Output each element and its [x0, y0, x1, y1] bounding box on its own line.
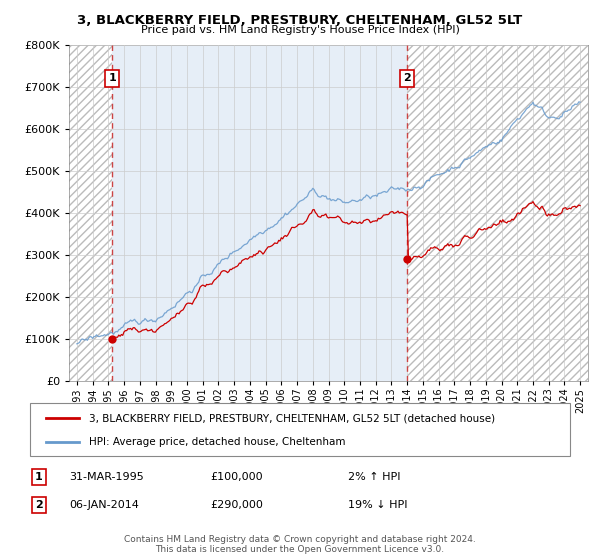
Text: HPI: Average price, detached house, Cheltenham: HPI: Average price, detached house, Chel…	[89, 436, 346, 446]
Text: 3, BLACKBERRY FIELD, PRESTBURY, CHELTENHAM, GL52 5LT: 3, BLACKBERRY FIELD, PRESTBURY, CHELTENH…	[77, 14, 523, 27]
Bar	[112, 45, 407, 381]
Text: 2: 2	[404, 73, 412, 83]
Text: £290,000: £290,000	[210, 500, 263, 510]
Text: £100,000: £100,000	[210, 472, 263, 482]
Text: 31-MAR-1995: 31-MAR-1995	[69, 472, 144, 482]
Text: 1: 1	[35, 472, 43, 482]
Text: 2% ↑ HPI: 2% ↑ HPI	[348, 472, 401, 482]
Text: 1: 1	[109, 73, 116, 83]
Text: 3, BLACKBERRY FIELD, PRESTBURY, CHELTENHAM, GL52 5LT (detached house): 3, BLACKBERRY FIELD, PRESTBURY, CHELTENH…	[89, 413, 496, 423]
Bar	[69, 45, 112, 381]
Text: Contains HM Land Registry data © Crown copyright and database right 2024.
This d: Contains HM Land Registry data © Crown c…	[124, 535, 476, 554]
FancyBboxPatch shape	[30, 403, 570, 456]
Text: 19% ↓ HPI: 19% ↓ HPI	[348, 500, 407, 510]
Text: 06-JAN-2014: 06-JAN-2014	[69, 500, 139, 510]
Text: Price paid vs. HM Land Registry's House Price Index (HPI): Price paid vs. HM Land Registry's House …	[140, 25, 460, 35]
Bar	[407, 45, 588, 381]
Text: 2: 2	[35, 500, 43, 510]
